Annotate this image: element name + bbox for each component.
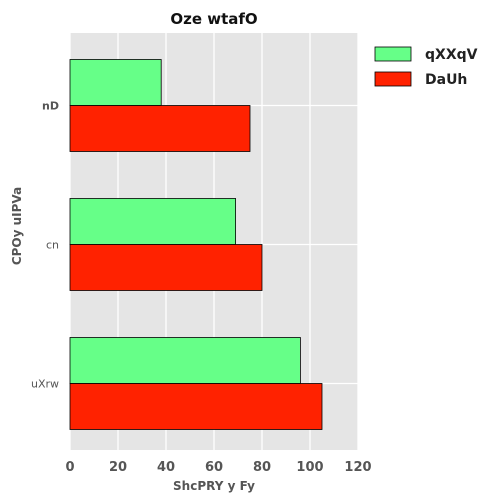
y-axis-ticks: nD cn uXrw <box>31 100 59 391</box>
y-tick-label: nD <box>42 100 59 113</box>
x-axis-label: ShcPRY y Fy <box>173 479 255 493</box>
x-tick-label: 60 <box>205 460 223 475</box>
y-tick-label: uXrw <box>31 378 59 391</box>
x-tick-label: 0 <box>65 460 74 475</box>
bars <box>69 59 323 430</box>
x-tick-label: 80 <box>253 460 271 475</box>
bar-nD-qXXqV <box>69 59 162 106</box>
bar-cn-DaUh <box>69 244 263 291</box>
legend-label-qXXqV: qXXqV <box>425 47 478 63</box>
legend: qXXqV DaUh <box>374 46 478 88</box>
bar-nD-DaUh <box>69 105 251 152</box>
bar-uXrw-qXXqV <box>69 337 301 384</box>
x-tick-label: 20 <box>109 460 127 475</box>
legend-swatch-DaUh <box>374 71 412 87</box>
y-axis-label: CPOy uIPVa <box>10 187 24 265</box>
bar-uXrw-DaUh <box>69 383 323 430</box>
chart-title: Oze wtafO <box>170 10 257 28</box>
x-tick-label: 100 <box>296 460 323 475</box>
y-tick-label: cn <box>46 239 59 252</box>
x-axis-ticks: 0 20 40 60 80 100 120 <box>65 460 371 475</box>
legend-swatch-qXXqV <box>374 46 412 62</box>
x-tick-label: 40 <box>157 460 175 475</box>
x-tick-label: 120 <box>344 460 371 475</box>
bar-cn-qXXqV <box>69 198 237 245</box>
legend-label-DaUh: DaUh <box>425 72 467 88</box>
